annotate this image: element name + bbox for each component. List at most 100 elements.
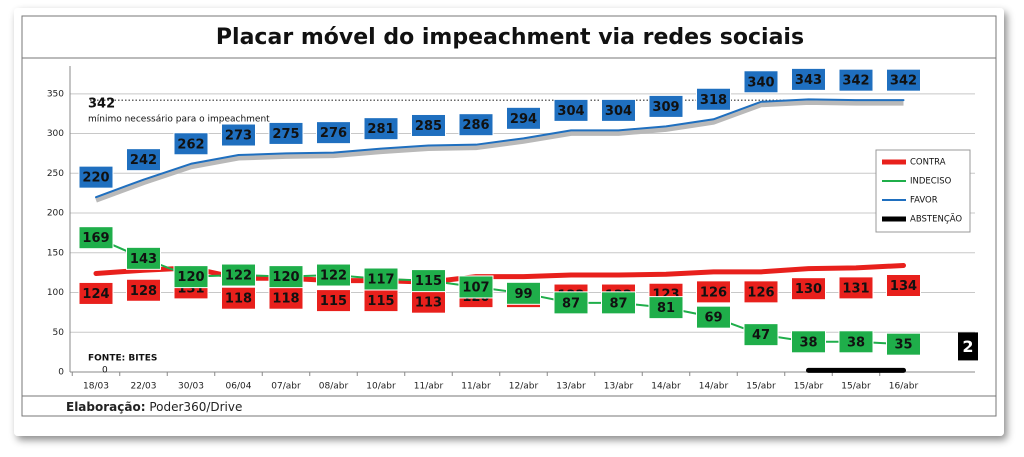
label-box <box>743 280 779 304</box>
source: FONTE: BITES <box>88 354 157 364</box>
label-box <box>316 263 351 287</box>
data-label: 117 <box>367 273 394 288</box>
label-box <box>506 281 541 305</box>
chart-title: Placar móvel do impeachment via redes so… <box>216 25 804 50</box>
label-box <box>838 276 874 300</box>
x-tick-label: 14/abr <box>651 382 681 392</box>
data-label: 38 <box>847 335 865 350</box>
data-label: 87 <box>609 296 627 311</box>
x-tick-label: 30/03 <box>178 382 204 392</box>
data-label: 47 <box>752 328 770 343</box>
x-tick-label: 12/abr <box>509 382 539 392</box>
legend-label: INDECISO <box>910 177 952 187</box>
legend-label: FAVOR <box>910 196 938 206</box>
data-label: 115 <box>367 294 394 309</box>
y-tick-label: 250 <box>47 169 64 179</box>
label-box <box>743 323 779 347</box>
label-box <box>221 286 256 310</box>
credit-text: Poder360/Drive <box>149 400 242 414</box>
credit: Elaboração: Poder360/Drive <box>66 400 242 414</box>
label-box <box>743 70 779 94</box>
x-tick-label: 22/03 <box>131 382 157 392</box>
label-box <box>268 121 304 145</box>
line-shadow <box>95 99 904 203</box>
label-box <box>363 267 399 291</box>
data-label: 35 <box>894 338 912 353</box>
data-label: 0 <box>102 366 108 376</box>
data-label: 276 <box>320 126 347 141</box>
data-label: 304 <box>557 104 584 119</box>
x-tick-label: 16/abr <box>889 382 919 392</box>
label-box <box>648 94 684 118</box>
data-label: 309 <box>652 100 679 115</box>
data-label: 38 <box>799 335 817 350</box>
data-label: 131 <box>842 281 869 296</box>
data-label: 81 <box>657 301 675 316</box>
data-label: 342 <box>842 74 869 89</box>
x-tick-label: 06/04 <box>226 382 252 392</box>
x-tick-label: 13/abr <box>556 382 586 392</box>
label-box <box>886 332 921 356</box>
label-box <box>696 87 731 111</box>
label-box <box>886 273 921 297</box>
threshold-text: mínimo necessário para o impeachment <box>88 115 270 125</box>
data-label: 273 <box>225 129 252 144</box>
data-label: 2 <box>962 337 973 356</box>
label-box <box>886 68 921 92</box>
label-box <box>506 106 541 130</box>
label-box <box>648 296 684 320</box>
x-tick-label: 07/abr <box>271 382 301 392</box>
y-tick-label: 50 <box>53 328 65 338</box>
label-box <box>78 165 114 189</box>
label-box <box>458 275 494 299</box>
data-label: 130 <box>795 282 822 297</box>
data-label: 285 <box>415 119 442 134</box>
data-label: 115 <box>415 274 442 289</box>
label-box <box>553 291 589 315</box>
x-tick-label: 18/03 <box>83 382 109 392</box>
y-tick-label: 350 <box>47 89 64 99</box>
label-box <box>696 280 731 304</box>
x-tick-label: 15/abr <box>794 382 824 392</box>
label-box <box>553 98 589 122</box>
label-box <box>838 330 874 354</box>
label-box <box>363 117 399 141</box>
x-tick-label: 11/abr <box>461 382 491 392</box>
data-label: 342 <box>890 74 917 89</box>
data-label: 87 <box>562 296 580 311</box>
label-box <box>791 67 826 91</box>
data-label: 69 <box>704 311 722 326</box>
x-tick-label: 14/abr <box>699 382 729 392</box>
y-tick-label: 150 <box>47 248 64 258</box>
label-box <box>173 265 209 289</box>
label-box <box>126 246 161 270</box>
label-box <box>791 277 826 301</box>
data-label: 115 <box>320 294 347 309</box>
label-box <box>958 332 978 361</box>
data-label: 120 <box>177 270 204 285</box>
label-box <box>791 330 826 354</box>
label-box <box>838 68 874 92</box>
label-box <box>173 132 209 156</box>
data-label: 122 <box>320 269 347 284</box>
label-box <box>78 281 114 305</box>
x-tick-label: 08/abr <box>319 382 349 392</box>
data-label: 343 <box>795 73 822 88</box>
label-box <box>411 269 446 293</box>
label-box <box>126 148 161 172</box>
data-label: 126 <box>700 285 727 300</box>
data-label: 134 <box>890 279 917 294</box>
data-label: 107 <box>462 280 489 295</box>
data-label: 128 <box>130 284 157 299</box>
data-label: 120 <box>272 270 299 285</box>
label-box <box>78 226 114 250</box>
series-line <box>95 98 905 199</box>
x-tick-label: 15/abr <box>841 382 871 392</box>
y-tick-label: 200 <box>47 209 64 219</box>
data-label: 118 <box>225 292 252 307</box>
x-tick-label: 11/abr <box>414 382 444 392</box>
data-label: 242 <box>130 153 157 168</box>
label-box <box>601 291 636 315</box>
